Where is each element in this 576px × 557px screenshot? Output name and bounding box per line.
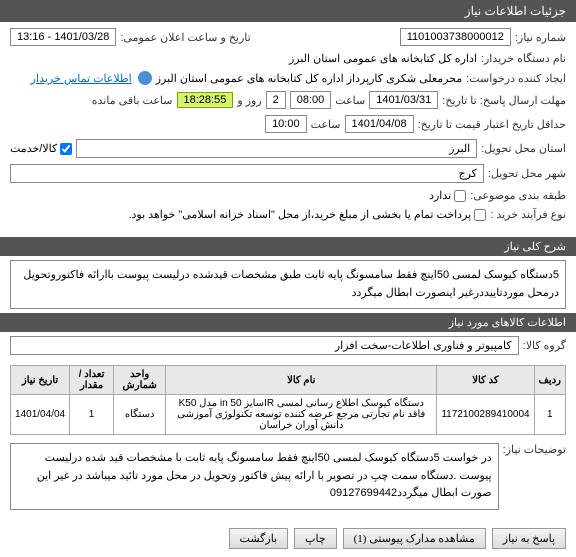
back-button[interactable]: بازگشت [229,528,289,549]
package-label: طبقه بندی موضوعی: [470,189,566,202]
delivery-city-label: شهر محل تحویل: [488,167,566,180]
package-none-label: ندارد [429,189,451,202]
buyer-org-value: اداره کل کتابخانه های عمومی استان البرز [289,52,477,65]
table-cell: دستگاه [114,395,166,435]
deadline-label: مهلت ارسال پاسخ: تا تاریخ: [442,94,566,107]
pay-note-group: پرداخت تمام یا بخشی از مبلغ خرید،از محل … [128,208,486,221]
table-cell: 1172100289410004 [437,395,534,435]
need-no-value: 1101003738000012 [400,28,511,46]
countdown-timer: 18:28:55 [177,92,234,108]
time-label-1: ساعت [335,94,365,107]
need-desc-header: شرح کلی نیاز [0,237,576,256]
announce-dt-value: 1401/03/28 - 13:16 [10,28,116,46]
days-label: روز و [237,94,261,107]
contact-link[interactable]: اطلاعات تماس خریدار [31,72,132,85]
main-header: جزئیات اطلاعات نیاز [0,0,576,22]
time-label-2: ساعت [311,118,341,131]
form-body: شماره نیاز: 1101003738000012 تاریخ و ساع… [0,22,576,233]
need-desc-text: 5دستگاه کیوسک لمسی 50اینچ فقط سامسونگ پا… [10,260,566,309]
delivery-prov-value: البرز [76,139,477,158]
table-cell: 1 [70,395,114,435]
table-row: 11172100289410004دستگاه کیوسک اطلاع رسان… [11,395,566,435]
print-button[interactable]: چاپ [294,528,337,549]
table-cell: دستگاه کیوسک اطلاع رسانی لمسی IRسایز in … [166,395,437,435]
table-header: نام کالا [166,366,437,395]
pay-note-checkbox[interactable] [474,209,486,221]
pay-note-text: پرداخت تمام یا بخشی از مبلغ خرید،از محل … [128,208,471,221]
deadline-date: 1401/03/31 [369,91,438,109]
table-cell: 1 [534,395,565,435]
goods-group-value: کامپیوتر و فناوری اطلاعات-سخت افزار [10,336,519,355]
buyer-org-label: نام دستگاه خریدار: [481,52,566,65]
days-value: 2 [266,91,286,109]
table-header: ردیف [534,366,565,395]
delivery-prov-label: استان محل تحویل: [481,142,566,155]
info-icon [138,71,152,85]
table-header: تعداد / مقدار [70,366,114,395]
table-cell: 1401/04/04 [11,395,70,435]
validity-label: حداقل تاریخ اعتبار قیمت تا تاریخ: [418,118,566,131]
attachments-button[interactable]: مشاهده مدارک پیوستی (1) [343,528,486,549]
remaining-label: ساعت باقی مانده [92,94,173,107]
table-header: کد کالا [437,366,534,395]
table-header: تاریخ نیاز [11,366,70,395]
package-none-checkbox[interactable] [454,190,466,202]
need-no-label: شماره نیاز: [515,31,566,44]
button-row: پاسخ به نیاز مشاهده مدارک پیوستی (1) چاپ… [0,520,576,557]
goods-checkbox-group: کالا/خدمت [10,142,72,155]
validity-date: 1401/04/08 [345,115,414,133]
notes-label: توضیحات نیاز: [503,443,566,456]
goods-checkbox-label: کالا/خدمت [10,142,57,155]
goods-group-label: گروه کالا: [523,339,566,352]
delivery-city-value: کرج [10,164,484,183]
creator-label: ایجاد کننده درخواست: [466,72,566,85]
notes-text: در خواست 5دستگاه کیوسک لمسی 50اینچ فقط س… [10,443,499,510]
package-none-group: ندارد [429,189,466,202]
process-label: نوع فرآیند خرید : [490,208,566,221]
header-title: جزئیات اطلاعات نیاز [465,4,566,18]
goods-table: ردیفکد کالانام کالاواحد شمارشتعداد / مقد… [10,365,566,435]
deadline-time: 08:00 [290,91,332,109]
respond-button[interactable]: پاسخ به نیاز [492,528,566,549]
table-header: واحد شمارش [114,366,166,395]
goods-checkbox[interactable] [60,143,72,155]
validity-time: 10:00 [265,115,307,133]
goods-info-header: اطلاعات کالاهای مورد نیاز [0,313,576,332]
announce-dt-label: تاریخ و ساعت اعلان عمومی: [120,31,250,44]
creator-value: محرمعلی شکری کارپرداز اداره کل کتابخانه … [156,72,462,85]
